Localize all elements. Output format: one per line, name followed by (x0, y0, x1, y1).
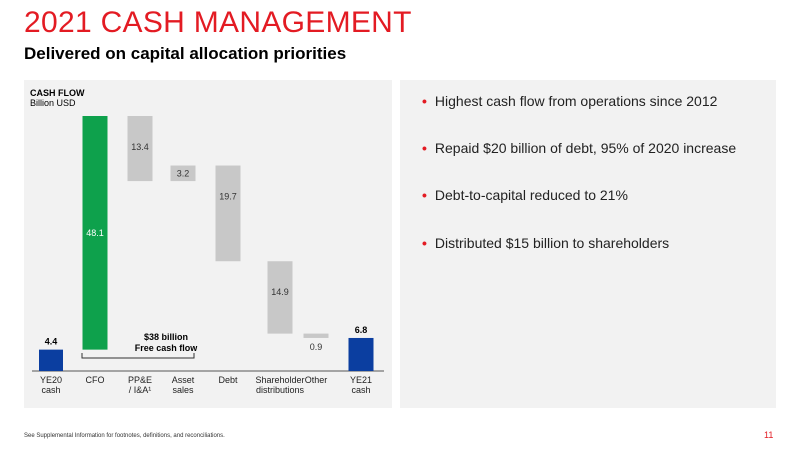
free-cash-flow-bracket (81, 353, 195, 359)
bullet-marker: • (422, 187, 427, 203)
bar-value-label: 4.4 (45, 337, 58, 347)
chart-title: CASH FLOW (30, 88, 85, 98)
page-number: 11 (764, 430, 774, 440)
bar-value-label: 3.2 (177, 168, 190, 178)
page-subtitle: Delivered on capital allocation prioriti… (24, 44, 347, 63)
bar-value-label: 48.1 (86, 228, 104, 238)
highlight-text: Repaid $20 billion of debt, 95% of 2020 … (434, 140, 737, 156)
category-tick-label: PP&E (128, 375, 152, 385)
page-title: 2021 CASH MANAGEMENT (24, 6, 412, 39)
free-cash-flow-annotation: Free cash flow (135, 343, 199, 353)
category-tick-label: sales (172, 385, 194, 395)
category-tick-label: cash (351, 385, 370, 395)
footnote: See Supplemental Information for footnot… (24, 433, 225, 439)
bullet-marker: • (422, 235, 427, 251)
highlight-text: Debt-to-capital reduced to 21% (434, 187, 628, 203)
waterfall-bar (215, 165, 241, 262)
category-tick-label: cash (41, 385, 60, 395)
highlight-item: • Debt-to-capital reduced to 21% (422, 186, 628, 204)
bar-value-label: 19.7 (219, 192, 237, 202)
highlight-text: Highest cash flow from operations since … (434, 93, 718, 109)
bar-value-label: 0.9 (310, 342, 323, 352)
highlights-panel: • Highest cash flow from operations since… (400, 80, 776, 408)
chart-unit-label: Billion USD (30, 98, 76, 108)
bar-value-label: 6.8 (355, 325, 368, 335)
highlight-item: • Repaid $20 billion of debt, 95% of 2020… (422, 139, 736, 157)
bullet-marker: • (422, 93, 427, 109)
waterfall-bar (267, 261, 293, 334)
category-tick-label: CFO (86, 375, 105, 385)
bar-value-label: 13.4 (131, 142, 149, 152)
waterfall-bar (348, 337, 374, 371)
category-tick-label: Debt (218, 375, 238, 385)
waterfall-bar (39, 349, 63, 371)
cash-flow-chart-panel: CASH FLOW Billion USD 4.4 48.1 13.4 3.2 19.7… (24, 80, 392, 408)
highlight-item: • Distributed $15 billion to shareholders (422, 234, 669, 252)
category-tick-label: Shareholder (255, 375, 304, 385)
free-cash-flow-annotation: $38 billion (144, 332, 188, 342)
bar-value-label: 14.9 (271, 287, 289, 297)
category-tick-label: Other (305, 375, 328, 385)
category-tick-label: YE21 (350, 375, 372, 385)
waterfall-bar (170, 165, 196, 182)
category-tick-label: Asset (172, 375, 195, 385)
highlight-text: Distributed $15 billion to shareholders (434, 235, 670, 251)
category-tick-label: YE20 (40, 375, 62, 385)
highlight-item: • Highest cash flow from operations since… (422, 92, 717, 110)
waterfall-bar (82, 116, 108, 350)
category-tick-label: / I&A¹ (129, 385, 152, 395)
waterfall-bar (127, 116, 153, 182)
waterfall-bar (303, 333, 329, 338)
bullet-marker: • (422, 140, 427, 156)
category-tick-label: distributions (256, 385, 305, 395)
